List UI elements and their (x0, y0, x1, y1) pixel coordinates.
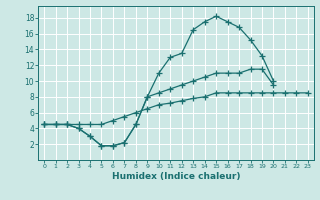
X-axis label: Humidex (Indice chaleur): Humidex (Indice chaleur) (112, 172, 240, 181)
